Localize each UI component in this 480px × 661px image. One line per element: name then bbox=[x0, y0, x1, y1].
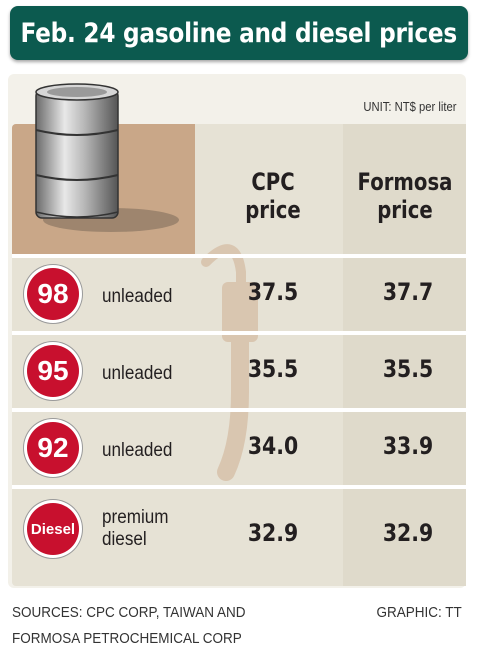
chart-title: Feb. 24 gasoline and diesel prices bbox=[20, 17, 458, 49]
cpc-price: 34.0 bbox=[247, 432, 299, 460]
cpc-price: 32.9 bbox=[247, 519, 299, 547]
unit-label: UNIT: NT$ per liter bbox=[362, 100, 456, 114]
sources-line1: SOURCES: CPC CORP, TAIWAN AND bbox=[12, 604, 246, 621]
formosa-price: 33.9 bbox=[382, 432, 434, 460]
cpc-price: 35.5 bbox=[247, 355, 299, 383]
table-row: 92 unleaded 34.0 33.9 bbox=[12, 408, 466, 484]
cpc-price: 37.5 bbox=[247, 278, 299, 306]
formosa-price: 32.9 bbox=[382, 519, 434, 547]
column-header-formosa-line2: price bbox=[377, 196, 433, 224]
fuel-label: unleaded bbox=[102, 286, 173, 307]
column-header-formosa: Formosa price bbox=[348, 168, 463, 224]
title-bar: Feb. 24 gasoline and diesel prices bbox=[10, 6, 468, 60]
fuel-label: premium diesel bbox=[102, 507, 169, 551]
oil-barrel-icon bbox=[35, 83, 179, 232]
fuel-badge: 98 bbox=[27, 268, 79, 320]
column-header-cpc-line1: CPC bbox=[251, 168, 295, 196]
formosa-price: 35.5 bbox=[382, 355, 434, 383]
fuel-label-line1: premium bbox=[102, 507, 169, 528]
graphic-credit: GRAPHIC: TT bbox=[376, 604, 462, 621]
fuel-badge: Diesel bbox=[27, 503, 79, 555]
sources-line2: FORMOSA PETROCHEMICAL CORP bbox=[12, 630, 242, 647]
fuel-label: unleaded bbox=[102, 440, 173, 461]
formosa-column-band bbox=[343, 124, 466, 586]
table-row: Diesel premium diesel 32.9 32.9 bbox=[12, 485, 466, 579]
column-header-formosa-line1: Formosa bbox=[357, 168, 453, 196]
column-header-cpc: CPC price bbox=[216, 168, 331, 224]
fuel-label: unleaded bbox=[102, 363, 173, 384]
fuel-badge: 95 bbox=[27, 345, 79, 397]
sources-note: SOURCES: CPC CORP, TAIWAN AND FORMOSA PE… bbox=[12, 600, 246, 652]
fuel-badge: 92 bbox=[27, 422, 79, 474]
table-row: 95 unleaded 35.5 35.5 bbox=[12, 331, 466, 407]
column-header-cpc-line2: price bbox=[245, 196, 301, 224]
formosa-price: 37.7 bbox=[382, 278, 434, 306]
table-row: 98 unleaded 37.5 37.7 bbox=[12, 254, 466, 330]
fuel-label-line2: diesel bbox=[102, 529, 147, 550]
